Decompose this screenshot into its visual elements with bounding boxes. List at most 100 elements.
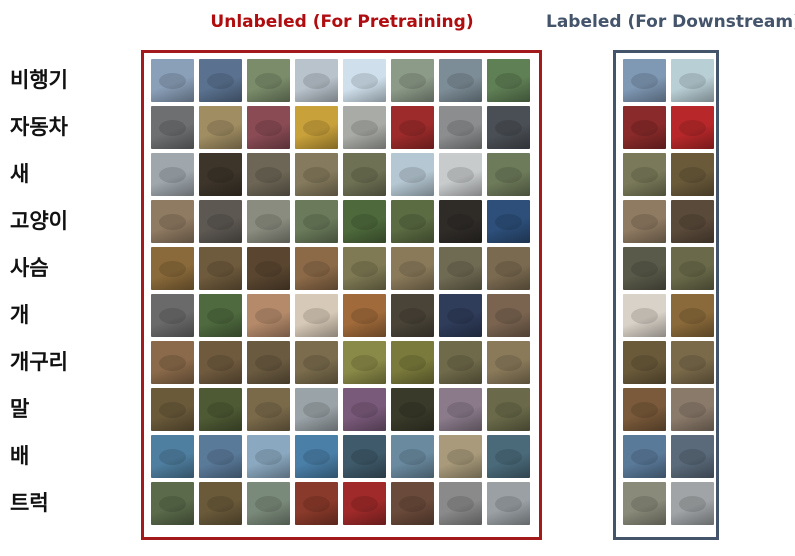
unlabeled-image-thumbnail: [151, 106, 194, 149]
unlabeled-image-thumbnail: [343, 482, 386, 525]
labeled-image-thumbnail: [623, 388, 666, 431]
unlabeled-image-thumbnail: [391, 153, 434, 196]
labeled-row: [623, 388, 719, 435]
unlabeled-image-thumbnail: [199, 482, 242, 525]
unlabeled-image-thumbnail: [199, 200, 242, 243]
unlabeled-row: [151, 482, 535, 529]
unlabeled-image-thumbnail: [439, 106, 482, 149]
unlabeled-image-thumbnail: [487, 388, 530, 431]
unlabeled-image-thumbnail: [391, 435, 434, 478]
unlabeled-row: [151, 59, 535, 106]
unlabeled-image-thumbnail: [487, 200, 530, 243]
labeled-image-thumbnail: [623, 482, 666, 525]
unlabeled-image-thumbnail: [151, 435, 194, 478]
unlabeled-image-thumbnail: [439, 435, 482, 478]
labeled-image-thumbnail: [671, 294, 714, 337]
unlabeled-image-thumbnail: [487, 341, 530, 384]
unlabeled-image-thumbnail: [391, 200, 434, 243]
unlabeled-image-thumbnail: [343, 200, 386, 243]
unlabeled-image-thumbnail: [439, 200, 482, 243]
class-label-dog: 개: [10, 303, 30, 327]
class-label-cat: 고양이: [10, 209, 68, 233]
labeled-image-thumbnail: [671, 482, 714, 525]
unlabeled-image-thumbnail: [295, 482, 338, 525]
unlabeled-image-thumbnail: [439, 341, 482, 384]
unlabeled-image-thumbnail: [295, 294, 338, 337]
labeled-image-thumbnail: [623, 435, 666, 478]
class-label-truck: 트럭: [10, 491, 49, 515]
unlabeled-image-thumbnail: [295, 247, 338, 290]
class-label-deer: 사슴: [10, 256, 49, 280]
labeled-image-thumbnail: [623, 247, 666, 290]
unlabeled-image-thumbnail: [247, 59, 290, 102]
unlabeled-image-thumbnail: [247, 247, 290, 290]
unlabeled-image-thumbnail: [439, 482, 482, 525]
unlabeled-image-thumbnail: [343, 153, 386, 196]
unlabeled-image-thumbnail: [247, 106, 290, 149]
unlabeled-image-thumbnail: [487, 435, 530, 478]
unlabeled-image-thumbnail: [439, 247, 482, 290]
unlabeled-title: Unlabeled (For Pretraining): [210, 12, 474, 32]
unlabeled-image-thumbnail: [247, 435, 290, 478]
unlabeled-image-thumbnail: [343, 341, 386, 384]
labeled-image-thumbnail: [671, 388, 714, 431]
labeled-image-thumbnail: [671, 341, 714, 384]
labeled-image-thumbnail: [623, 153, 666, 196]
labeled-image-grid: [623, 59, 719, 529]
unlabeled-image-thumbnail: [487, 59, 530, 102]
class-label-ship: 배: [10, 444, 30, 468]
unlabeled-image-thumbnail: [343, 388, 386, 431]
unlabeled-image-thumbnail: [343, 294, 386, 337]
unlabeled-row: [151, 341, 535, 388]
unlabeled-row: [151, 388, 535, 435]
labeled-image-thumbnail: [671, 435, 714, 478]
labeled-image-thumbnail: [623, 106, 666, 149]
class-label-automobile: 자동차: [10, 115, 68, 139]
class-label-horse: 말: [10, 397, 30, 421]
unlabeled-image-thumbnail: [295, 388, 338, 431]
unlabeled-image-thumbnail: [151, 482, 194, 525]
unlabeled-image-thumbnail: [199, 153, 242, 196]
unlabeled-image-thumbnail: [343, 247, 386, 290]
labeled-panel: [613, 50, 719, 540]
unlabeled-image-thumbnail: [343, 59, 386, 102]
unlabeled-image-thumbnail: [151, 294, 194, 337]
labeled-row: [623, 200, 719, 247]
labeled-image-thumbnail: [671, 247, 714, 290]
unlabeled-image-thumbnail: [151, 341, 194, 384]
unlabeled-row: [151, 153, 535, 200]
unlabeled-image-thumbnail: [151, 388, 194, 431]
labeled-row: [623, 482, 719, 529]
unlabeled-image-thumbnail: [199, 294, 242, 337]
unlabeled-image-thumbnail: [151, 247, 194, 290]
class-label-list: 비행기 자동차 새 고양이 사슴 개 개구리 말 배 트럭: [10, 60, 120, 530]
labeled-image-thumbnail: [671, 59, 714, 102]
unlabeled-image-thumbnail: [247, 482, 290, 525]
labeled-row: [623, 153, 719, 200]
unlabeled-image-thumbnail: [199, 247, 242, 290]
unlabeled-image-thumbnail: [439, 388, 482, 431]
labeled-row: [623, 294, 719, 341]
unlabeled-image-thumbnail: [439, 294, 482, 337]
unlabeled-image-thumbnail: [295, 59, 338, 102]
class-label-airplane: 비행기: [10, 68, 68, 92]
labeled-row: [623, 106, 719, 153]
labeled-image-thumbnail: [671, 200, 714, 243]
unlabeled-image-thumbnail: [247, 341, 290, 384]
labeled-image-thumbnail: [671, 153, 714, 196]
labeled-image-thumbnail: [671, 106, 714, 149]
unlabeled-image-thumbnail: [199, 59, 242, 102]
labeled-title: Labeled (For Downstream): [546, 12, 795, 32]
unlabeled-image-thumbnail: [391, 294, 434, 337]
labeled-image-thumbnail: [623, 200, 666, 243]
labeled-image-thumbnail: [623, 59, 666, 102]
unlabeled-image-thumbnail: [391, 341, 434, 384]
unlabeled-image-thumbnail: [247, 388, 290, 431]
unlabeled-image-thumbnail: [439, 59, 482, 102]
unlabeled-image-thumbnail: [343, 435, 386, 478]
unlabeled-image-thumbnail: [391, 388, 434, 431]
labeled-row: [623, 59, 719, 106]
unlabeled-image-thumbnail: [487, 294, 530, 337]
unlabeled-image-grid: [151, 59, 535, 529]
labeled-image-thumbnail: [623, 341, 666, 384]
